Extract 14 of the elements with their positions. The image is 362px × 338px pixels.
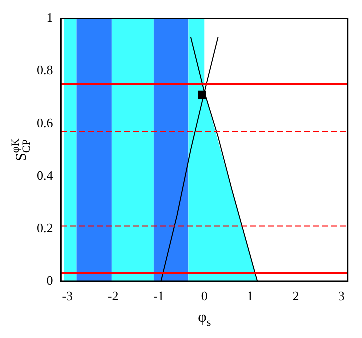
x-tick-label: -1 [154, 288, 164, 304]
y-tick-label: 0.4 [37, 168, 54, 183]
y-tick-label: 0.6 [37, 115, 54, 130]
x-tick-label: -3 [62, 288, 74, 304]
y-tick-label: 0.2 [37, 220, 54, 236]
x-tick-label: 3 [338, 288, 345, 304]
y-tick-label: 0.8 [37, 62, 54, 78]
y-tick-label: 0 [46, 272, 54, 288]
x-tick-label: 2 [292, 288, 300, 304]
x-tick-label: 0 [201, 288, 208, 304]
y-axis-title: SCPφK [10, 138, 34, 162]
x-tick-label: -2 [108, 288, 119, 304]
y-tick-label: 1 [46, 10, 54, 26]
x-tick-label: 1 [247, 288, 254, 304]
